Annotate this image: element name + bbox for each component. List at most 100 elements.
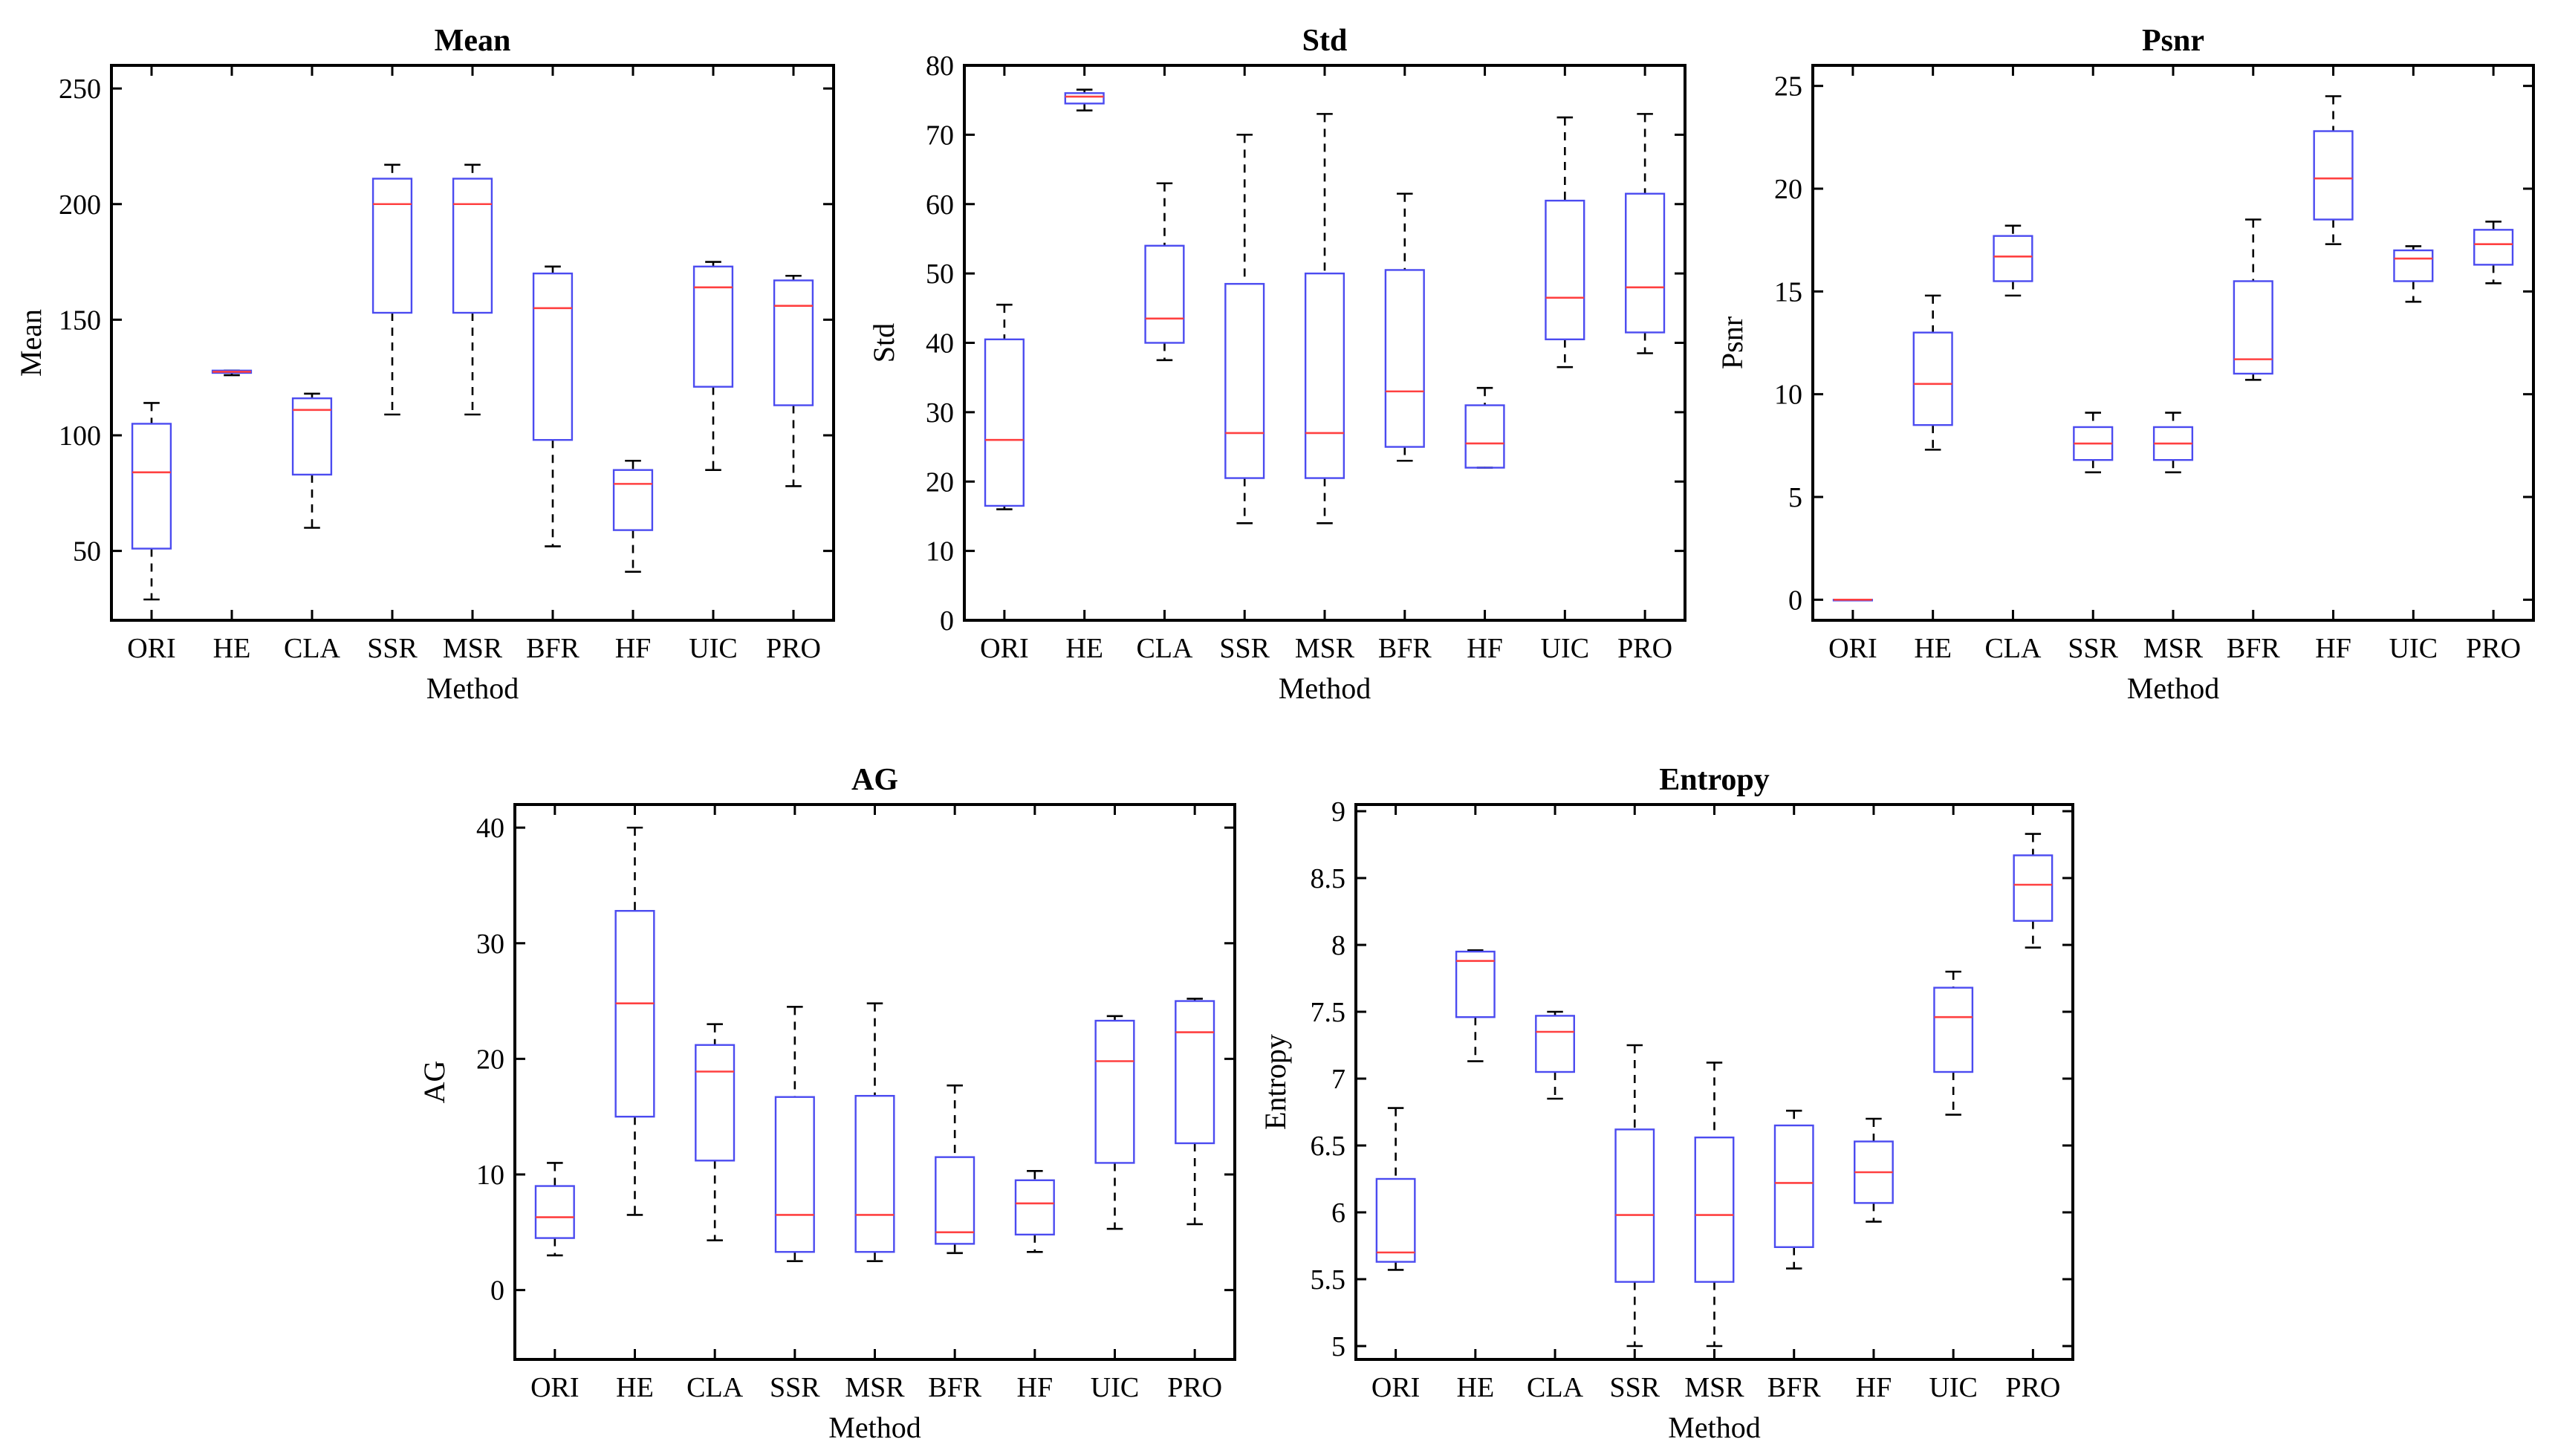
- chart-ag-box-ssr: [774, 1006, 815, 1263]
- chart-ag-iqr-box-cla: [695, 1044, 736, 1162]
- chart-std-iqr-box-uic: [1545, 199, 1585, 341]
- chart-mean-y-tick-label: 150: [59, 305, 101, 336]
- chart-mean-box-uic: [692, 261, 734, 471]
- chart-psnr-x-tick-label-hf: HF: [2315, 633, 2351, 664]
- chart-mean-y-tick-label: 250: [59, 74, 101, 105]
- chart-ag-y-tick-label: 0: [490, 1275, 504, 1307]
- chart-ag-iqr-box-uic: [1094, 1019, 1135, 1164]
- chart-entropy-iqr-box-cla: [1535, 1015, 1575, 1073]
- chart-ag-iqr-box-he: [614, 909, 655, 1118]
- chart-mean-x-tick-label-msr: MSR: [443, 633, 503, 664]
- chart-ag-iqr-box-ori: [534, 1185, 575, 1239]
- chart-entropy-x-tick-label-bfr: BFR: [1767, 1372, 1821, 1403]
- chart-ag-y-axis-label: AG: [418, 1061, 451, 1104]
- chart-ag-x-tick-label-msr: MSR: [845, 1372, 905, 1403]
- chart-psnr-iqr-box-cla: [1993, 235, 2033, 282]
- chart-mean-iqr-box-ori: [131, 423, 172, 550]
- chart-mean-iqr-box-uic: [692, 265, 734, 388]
- chart-mean-x-tick-label-uic: UIC: [689, 633, 737, 664]
- chart-ag-x-tick-label-bfr: BFR: [928, 1372, 981, 1403]
- chart-std-x-tick-label-hf: HF: [1467, 633, 1503, 664]
- chart-mean-iqr-box-pro: [773, 279, 814, 406]
- chart-psnr-x-tick-label-ori: ORI: [1828, 633, 1877, 664]
- chart-psnr-iqr-box-uic: [2393, 249, 2434, 282]
- chart-entropy-x-axis-label: Method: [1668, 1411, 1760, 1444]
- chart-std-box-cla: [1144, 182, 1185, 362]
- chart-mean-iqr-box-cla: [291, 397, 333, 476]
- chart-ag-panel: AG Method AG 0 10 20 30 40 ORI HE CLA SSR MSR BFR HF UI…: [418, 763, 1236, 1444]
- chart-std-iqr-box-ori: [984, 338, 1025, 507]
- chart-ag-x-tick-label-ssr: SSR: [770, 1372, 820, 1403]
- chart-entropy-box-msr: [1694, 1062, 1735, 1348]
- chart-entropy-iqr-box-he: [1455, 950, 1496, 1018]
- chart-std-y-axis-label: Std: [867, 323, 900, 363]
- chart-ag-box-ori: [534, 1162, 575, 1257]
- chart-entropy-box-pro: [2013, 833, 2054, 949]
- chart-std-x-axis-label: Method: [1279, 672, 1371, 705]
- chart-std-y-tick-label: 20: [926, 467, 954, 498]
- chart-std-box-he: [1064, 88, 1105, 111]
- chart-ag-iqr-box-bfr: [935, 1156, 975, 1245]
- chart-psnr-box-msr: [2152, 412, 2194, 474]
- chart-std-y-tick-label: 70: [926, 120, 954, 151]
- chart-psnr-x-axis-label: Method: [2127, 672, 2219, 705]
- chart-ag-box-uic: [1094, 1015, 1135, 1230]
- chart-std-x-tick-label-pro: PRO: [1617, 633, 1672, 664]
- chart-psnr-box-hf: [2313, 95, 2354, 246]
- chart-ag-box-msr: [854, 1002, 895, 1263]
- chart-psnr-x-tick-label-bfr: BFR: [2227, 633, 2280, 664]
- chart-entropy-box-cla: [1535, 1010, 1575, 1100]
- chart-mean-iqr-box-ssr: [371, 178, 413, 314]
- chart-std-iqr-box-cla: [1144, 244, 1185, 344]
- chart-entropy-y-tick-label: 7: [1331, 1064, 1345, 1095]
- chart-std-y-tick-label: 30: [926, 397, 954, 429]
- chart-mean-y-tick-label: 200: [59, 189, 101, 221]
- chart-std-iqr-box-hf: [1464, 404, 1505, 469]
- chart-entropy-x-tick-label-hf: HF: [1856, 1372, 1892, 1403]
- chart-psnr-iqr-box-bfr: [2233, 280, 2273, 375]
- chart-std-box-ori: [984, 303, 1025, 510]
- chart-std-y-tick-label: 0: [940, 605, 954, 637]
- chart-entropy-x-tick-label-ori: ORI: [1371, 1372, 1420, 1403]
- chart-psnr-box-uic: [2393, 245, 2434, 303]
- chart-psnr-y-tick-label: 15: [1774, 276, 1802, 308]
- chart-psnr-x-tick-label-msr: MSR: [2143, 633, 2204, 664]
- chart-ag-box-bfr: [935, 1084, 975, 1255]
- chart-entropy-x-tick-label-pro: PRO: [2005, 1372, 2060, 1403]
- chart-mean-box-cla: [291, 392, 333, 529]
- chart-entropy-x-tick-label-cla: CLA: [1527, 1372, 1584, 1403]
- chart-ag-y-tick-label: 10: [476, 1160, 504, 1191]
- chart-mean-x-axis-label: Method: [426, 672, 519, 705]
- chart-ag-box-pro: [1175, 998, 1215, 1226]
- chart-std-x-tick-label-ori: ORI: [980, 633, 1028, 664]
- chart-psnr-box-ssr: [2073, 412, 2114, 474]
- chart-mean-x-tick-label-bfr: BFR: [526, 633, 579, 664]
- chart-psnr-iqr-box-he: [1912, 331, 1953, 426]
- chart-std-box-bfr: [1384, 192, 1425, 462]
- chart-ag-x-tick-label-hf: HF: [1017, 1372, 1054, 1403]
- chart-std-x-tick-label-ssr: SSR: [1219, 633, 1270, 664]
- chart-std-y-tick-label: 50: [926, 259, 954, 290]
- chart-psnr-y-tick-label: 20: [1774, 174, 1802, 205]
- chart-psnr-y-tick-label: 25: [1774, 71, 1802, 103]
- chart-mean-x-tick-label-pro: PRO: [766, 633, 821, 664]
- chart-mean-x-tick-label-ssr: SSR: [367, 633, 418, 664]
- chart-mean-box-ori: [131, 402, 172, 601]
- chart-std-iqr-box-he: [1064, 92, 1105, 105]
- chart-psnr-title: Psnr: [2142, 24, 2204, 58]
- chart-entropy-iqr-box-pro: [2013, 854, 2054, 922]
- chart-mean-iqr-box-hf: [612, 469, 654, 531]
- chart-psnr-box-bfr: [2233, 218, 2273, 381]
- chart-std-y-tick-label: 80: [926, 51, 954, 82]
- chart-psnr-x-tick-label-pro: PRO: [2466, 633, 2521, 664]
- chart-std-box-ssr: [1224, 134, 1265, 524]
- chart-ag-y-tick-label: 20: [476, 1044, 504, 1075]
- chart-std-iqr-box-msr: [1304, 272, 1345, 479]
- chart-mean-box-msr: [452, 163, 493, 416]
- chart-mean-title: Mean: [435, 24, 511, 58]
- chart-ag-box-cla: [695, 1023, 736, 1242]
- chart-entropy-box-ssr: [1614, 1044, 1655, 1348]
- chart-entropy-box-bfr: [1773, 1109, 1814, 1270]
- chart-ag-x-tick-label-cla: CLA: [686, 1372, 744, 1403]
